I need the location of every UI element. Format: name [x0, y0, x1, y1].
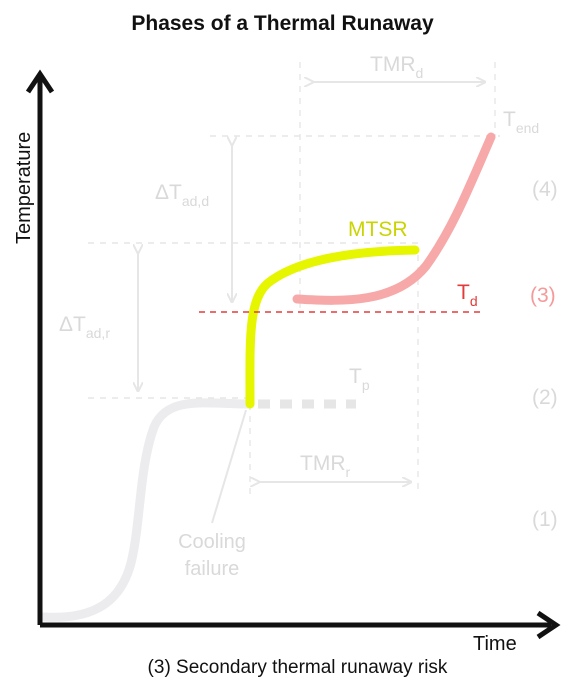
phase-4-label: (4) — [532, 178, 558, 201]
diagram-caption: (3) Secondary thermal runaway risk — [147, 657, 448, 678]
secondary-runaway-curve — [292, 132, 496, 305]
cooling-failure-label-line-1: Cooling — [178, 531, 246, 553]
cooling-failure-label-line-2: failure — [185, 558, 239, 580]
cooling-failure-pointer — [211, 409, 247, 524]
y-axis-arrowhead — [25, 69, 55, 94]
tmr-d-label: TMRd — [370, 53, 423, 81]
t-end-label: Tend — [503, 108, 539, 136]
x-axis-arrowhead — [536, 610, 561, 640]
mtsr-curve — [245, 245, 420, 409]
initial-temperature-curve — [39, 398, 255, 622]
delta-t-ad-d-label: ΔTad,d — [155, 181, 209, 209]
diagram-title: Phases of a Thermal Runaway — [131, 12, 434, 35]
phase-3-label: (3) — [530, 284, 556, 307]
axes — [25, 69, 561, 640]
tmr-r-label: TMRr — [300, 452, 351, 480]
phase-1-label: (1) — [532, 508, 558, 531]
y-axis-label: Temperature — [13, 132, 35, 244]
mtsr-label: MTSR — [348, 218, 408, 241]
delta-t-ad-r-label: ΔTad,r — [59, 313, 110, 341]
phase-2-label: (2) — [532, 386, 558, 409]
x-axis-label: Time — [473, 633, 517, 655]
tp-label: Tp — [349, 365, 370, 393]
measurement-arrows — [138, 82, 484, 524]
td-label: Td — [457, 281, 478, 309]
